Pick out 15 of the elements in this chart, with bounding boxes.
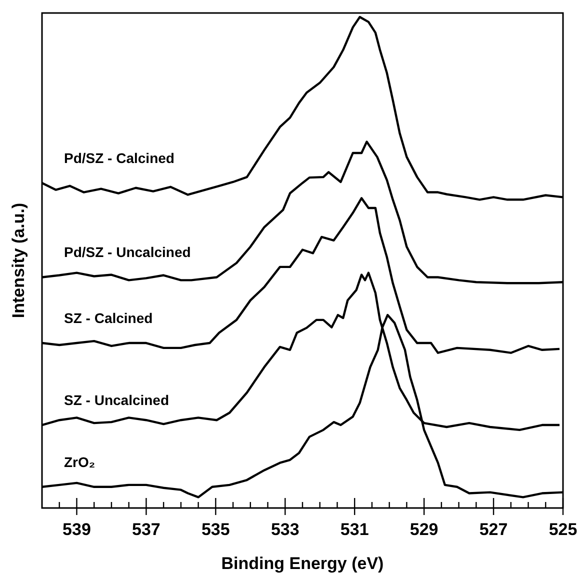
x-axis-title: Binding Energy (eV) [221, 554, 384, 573]
series-label: SZ - Uncalcined [64, 392, 170, 408]
x-tick-label: 531 [340, 520, 369, 539]
series-label: Pd/SZ - Calcined [64, 150, 174, 166]
x-tick-label: 529 [410, 520, 438, 539]
series-label: ZrO₂ [64, 454, 96, 470]
x-tick-label: 525 [548, 520, 578, 539]
y-axis-title: Intensity (a.u.) [9, 202, 28, 318]
series-label: Pd/SZ - Uncalcined [64, 244, 191, 260]
x-tick-label: 537 [132, 520, 160, 539]
series-label: SZ - Calcined [64, 310, 153, 326]
x-tick-label: 527 [479, 520, 508, 539]
x-tick-label: 535 [201, 520, 230, 539]
x-tick-label: 533 [270, 520, 300, 539]
x-tick-label: 539 [62, 520, 91, 539]
